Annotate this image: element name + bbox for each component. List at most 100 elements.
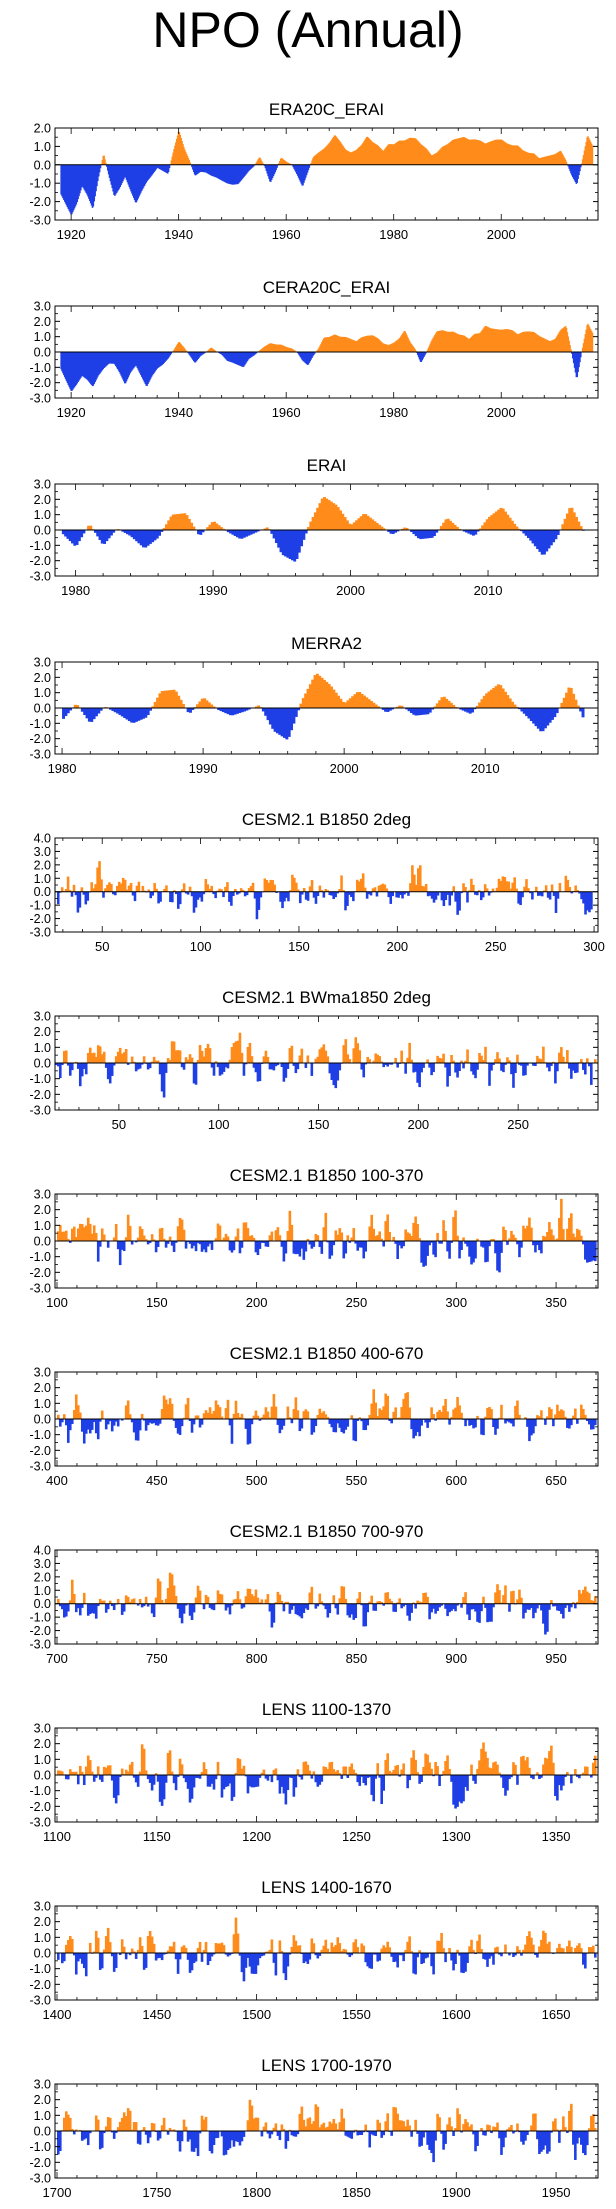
positive-bar <box>310 1586 314 1604</box>
negative-bar <box>458 1063 461 1071</box>
positive-bar <box>322 2122 326 2131</box>
positive-bar <box>535 886 538 892</box>
negative-bar <box>584 891 587 915</box>
negative-bar <box>402 1953 405 1962</box>
positive-bar <box>326 1948 330 1953</box>
negative-bar <box>67 352 70 385</box>
negative-bar <box>470 1241 473 1265</box>
y-tick-label: 0.0 <box>34 1235 51 1249</box>
negative-bar <box>482 1241 485 1248</box>
positive-bar <box>559 330 561 352</box>
y-tick-label: -1.0 <box>29 1250 51 1264</box>
y-tick-label: 0.0 <box>34 702 51 716</box>
positive-bar <box>240 1768 244 1775</box>
positive-bar <box>338 888 341 892</box>
positive-bar <box>68 2118 72 2131</box>
negative-bar <box>282 1419 286 1426</box>
negative-bar <box>112 2131 116 2139</box>
negative-bar <box>450 1603 453 1611</box>
positive-bar <box>296 889 300 892</box>
positive-bar <box>408 2125 411 2131</box>
negative-bar <box>176 1419 180 1434</box>
positive-bar <box>460 1412 463 1419</box>
positive-bar <box>262 1414 266 1419</box>
negative-bar <box>524 1603 527 1613</box>
positive-bar <box>385 888 389 892</box>
positive-bar <box>380 1061 383 1063</box>
negative-bar <box>540 1241 543 1254</box>
negative-bar <box>61 164 63 197</box>
negative-bar <box>290 708 294 731</box>
negative-bar <box>61 530 65 535</box>
positive-bar <box>302 2119 306 2131</box>
negative-bar <box>266 1241 270 1247</box>
negative-bar <box>456 1603 459 1606</box>
negative-bar <box>86 2131 90 2146</box>
negative-bar <box>149 891 152 899</box>
negative-bar <box>354 1603 358 1619</box>
positive-bar <box>508 698 512 708</box>
positive-bar <box>378 339 380 352</box>
negative-bar <box>154 164 156 171</box>
negative-bar <box>476 530 480 532</box>
positive-bar <box>515 888 518 892</box>
negative-bar <box>74 1603 78 1613</box>
negative-bar <box>137 708 141 721</box>
positive-bar <box>120 1768 124 1775</box>
negative-bar <box>170 1241 174 1246</box>
positive-bar <box>558 332 561 352</box>
positive-bar <box>140 1945 144 1953</box>
negative-bar <box>180 2131 184 2142</box>
positive-bar <box>531 153 534 165</box>
positive-bar <box>272 1394 276 1419</box>
positive-bar <box>464 1060 467 1063</box>
negative-bar <box>510 1063 513 1075</box>
positive-bar <box>310 1938 314 1953</box>
positive-bar <box>435 152 438 165</box>
negative-bar <box>578 2131 581 2138</box>
positive-bar <box>330 140 332 165</box>
positive-bar <box>264 1599 268 1604</box>
positive-bar <box>388 1231 391 1241</box>
negative-bar <box>188 1419 192 1422</box>
positive-bar <box>406 139 408 165</box>
positive-bar <box>368 1415 372 1419</box>
positive-bar <box>248 2099 252 2131</box>
positive-bar <box>261 348 263 352</box>
negative-bar <box>208 164 210 175</box>
positive-bar <box>410 1951 413 1953</box>
positive-bar <box>368 1226 372 1241</box>
negative-bar <box>80 2131 84 2141</box>
positive-bar <box>565 161 568 165</box>
positive-bar <box>494 686 498 708</box>
positive-bar <box>380 1602 383 1604</box>
positive-bar <box>330 1942 334 1953</box>
positive-bar <box>368 138 371 165</box>
negative-bar <box>78 164 80 197</box>
positive-bar <box>263 528 267 530</box>
positive-bar <box>442 1053 445 1063</box>
positive-bar <box>318 152 320 165</box>
negative-bar <box>158 530 161 536</box>
negative-bar <box>127 708 131 722</box>
negative-bar <box>448 1063 451 1077</box>
negative-bar <box>547 530 551 549</box>
negative-bar <box>112 1063 116 1066</box>
negative-bar <box>386 708 390 712</box>
negative-bar <box>306 891 310 901</box>
x-tick-label: 1920 <box>57 405 86 420</box>
positive-bar <box>371 888 375 892</box>
negative-bar <box>440 891 444 901</box>
positive-bar <box>552 2121 555 2131</box>
negative-bar <box>575 352 578 378</box>
negative-bar <box>238 352 241 366</box>
positive-bar <box>210 522 214 530</box>
negative-bar <box>124 164 127 178</box>
negative-bar <box>118 1775 122 1777</box>
positive-bar <box>576 705 580 708</box>
negative-bar <box>268 2131 272 2139</box>
positive-bar <box>398 1417 401 1419</box>
x-tick-label: 2000 <box>487 227 516 242</box>
negative-bar <box>152 352 155 375</box>
series-fill <box>57 1917 597 1982</box>
